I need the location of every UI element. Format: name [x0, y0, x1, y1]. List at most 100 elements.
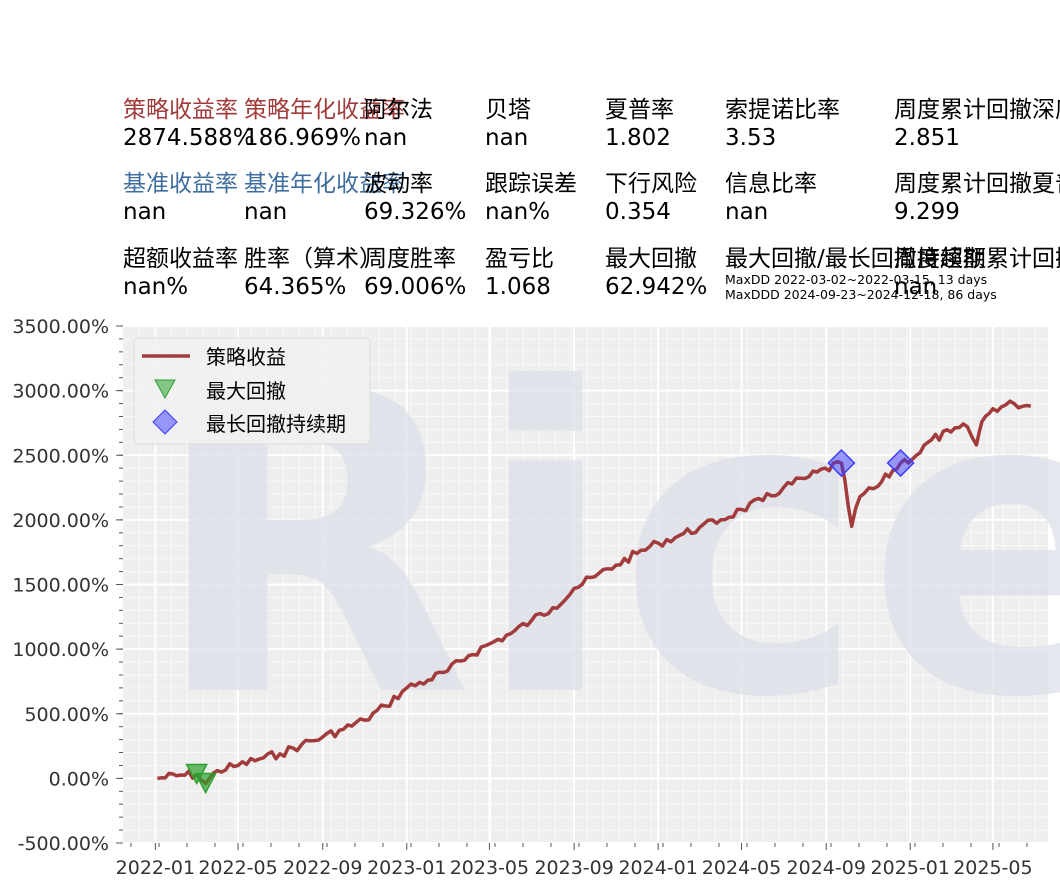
metric-5: 索提诺比率 3.53 [725, 96, 840, 152]
metric-label: 胜率（算术） [244, 246, 382, 272]
x-tick-label: 2025-05 [953, 857, 1032, 879]
metric-18: 最大回撤 62.942% [605, 245, 707, 301]
legend-maxdd-label: 最大回撤 [206, 379, 286, 403]
marker-layer [185, 448, 915, 795]
strategy-return-line [157, 399, 1032, 786]
metric-value: 1.802 [605, 125, 671, 151]
x-tick-label: 2024-05 [702, 857, 781, 879]
metric-4: 夏普率 1.802 [605, 96, 674, 152]
metric-14: 超额收益率 nan% [123, 245, 238, 301]
metric-label: 周度累计回撤夏普率 [894, 171, 1060, 197]
metric-6: 周度累计回撤深度 2.851 [894, 96, 1060, 152]
metric-label: 周度累计回撤深度 [894, 97, 1060, 123]
x-tick-label: 2023-09 [534, 857, 613, 879]
metric-8: 基准年化收益率 nan [244, 170, 405, 226]
y-tick-label: 0.00% [49, 768, 109, 790]
metric-value: 1.068 [485, 274, 551, 300]
x-tick-label: 2022-01 [116, 857, 195, 879]
major-grid [123, 325, 1048, 844]
metric-2: 阿尔法 nan [364, 96, 433, 152]
max-drawdown-duration-marker [827, 448, 856, 478]
x-tick-label: 2025-01 [871, 857, 950, 879]
metric-label: 贝塔 [485, 97, 531, 123]
legend: 策略收益 最大回撤 最长回撤持续期 [133, 337, 371, 445]
metric-label: 盈亏比 [485, 246, 554, 272]
legend-box [133, 337, 371, 445]
metric-3: 贝塔 nan [485, 96, 531, 152]
metric-value: nan [894, 274, 938, 300]
metric-label: 索提诺比率 [725, 97, 840, 123]
metric-value: 3.53 [725, 125, 777, 151]
metric-label: 最大回撤/最长回撤持续期 [725, 246, 986, 272]
metric-label: 最大回撤 [605, 246, 697, 272]
metric-20: 周度超额累计回撤 nan [894, 245, 1060, 301]
metric-12: 信息比率 nan [725, 170, 817, 226]
metric-label: 基准收益率 [123, 171, 238, 197]
metric-value: nan [364, 125, 408, 151]
max-drawdown-duration-marker [886, 448, 915, 478]
x-tick-label: 2023-01 [367, 857, 446, 879]
metric-label: 信息比率 [725, 171, 817, 197]
metric-value: nan% [485, 199, 551, 225]
metric-value: 62.942% [605, 274, 708, 300]
maxddd-note: MaxDDD 2024-09-23~2024-12-18, 86 days [725, 287, 997, 302]
max-drawdown-marker [194, 772, 217, 795]
metric-1: 策略年化收益率 186.969% [244, 96, 405, 152]
metric-value: 0.354 [605, 199, 671, 225]
x-tick-label: 2022-09 [283, 857, 362, 879]
metric-label: 夏普率 [605, 97, 674, 123]
y-tick-label: 3000.00% [12, 381, 109, 403]
metric-7: 基准收益率 nan [123, 170, 238, 226]
x-tick-label: 2023-05 [450, 857, 529, 879]
metric-label: 策略年化收益率 [244, 97, 405, 123]
legend-maxddd-swatch [152, 409, 178, 435]
metric-label: 周度超额累计回撤 [894, 246, 1060, 272]
metric-13: 周度累计回撤夏普率9.299 [894, 170, 1060, 226]
metric-label: 超额收益率 [123, 246, 238, 272]
metric-11: 下行风险 0.354 [605, 170, 697, 226]
metric-15: 胜率（算术） 64.365% [244, 245, 382, 301]
metric-label: 波动率 [364, 171, 433, 197]
metric-label: 下行风险 [605, 171, 697, 197]
metric-label: 周度胜率 [364, 246, 456, 272]
metric-9: 波动率 69.326% [364, 170, 466, 226]
y-tick-label: 1500.00% [12, 575, 109, 597]
metric-label: 阿尔法 [364, 97, 433, 123]
metric-value: 9.299 [894, 199, 960, 225]
legend-strategy-label: 策略收益 [206, 345, 286, 369]
metric-0: 策略收益率 2874.588% [123, 96, 255, 152]
metric-17: 盈亏比 1.068 [485, 245, 554, 301]
y-axis: -500.00% 0.00% 500.00% 1000.00% 1500.00% 2000… [12, 316, 123, 855]
y-tick-label: 2000.00% [12, 510, 109, 532]
maxdd-note: MaxDD 2022-03-02~2022-03-15, 13 days [725, 272, 988, 287]
metric-value: nan% [123, 274, 189, 300]
metric-value: nan [725, 199, 769, 225]
metric-value: 186.969% [244, 125, 361, 151]
metric-16: 周度胜率 69.006% [364, 245, 466, 301]
metric-value: 69.006% [364, 274, 467, 300]
x-axis: 2022-01 2022-05 2022-09 2023-01 2023-05 2023-… [116, 843, 1033, 879]
y-tick-label: 1000.00% [12, 639, 109, 661]
x-tick-label: 2024-09 [787, 857, 866, 879]
metric-value: 69.326% [364, 199, 467, 225]
metric-value: 2874.588% [123, 125, 255, 151]
legend-maxdd-swatch [154, 379, 176, 400]
y-tick-label: -500.00% [18, 833, 109, 855]
series-layer [157, 399, 1032, 786]
metric-label: 基准年化收益率 [244, 171, 405, 197]
metric-label: 策略收益率 [123, 97, 238, 123]
metric-10: 跟踪误差 nan% [485, 170, 577, 226]
metric-value: 64.365% [244, 274, 347, 300]
y-tick-label: 500.00% [24, 704, 109, 726]
y-tick-label: 2500.00% [12, 445, 109, 467]
y-tick-label: 3500.00% [12, 316, 109, 338]
metric-19: 最大回撤/最长回撤持续期 [725, 245, 986, 273]
metric-value: 2.851 [894, 125, 960, 151]
metric-value: nan [123, 199, 167, 225]
legend-maxddd-label: 最长回撤持续期 [206, 412, 346, 436]
metric-value: nan [485, 125, 529, 151]
x-tick-label: 2024-01 [618, 857, 697, 879]
x-tick-label: 2022-05 [198, 857, 277, 879]
metric-value: nan [244, 199, 288, 225]
